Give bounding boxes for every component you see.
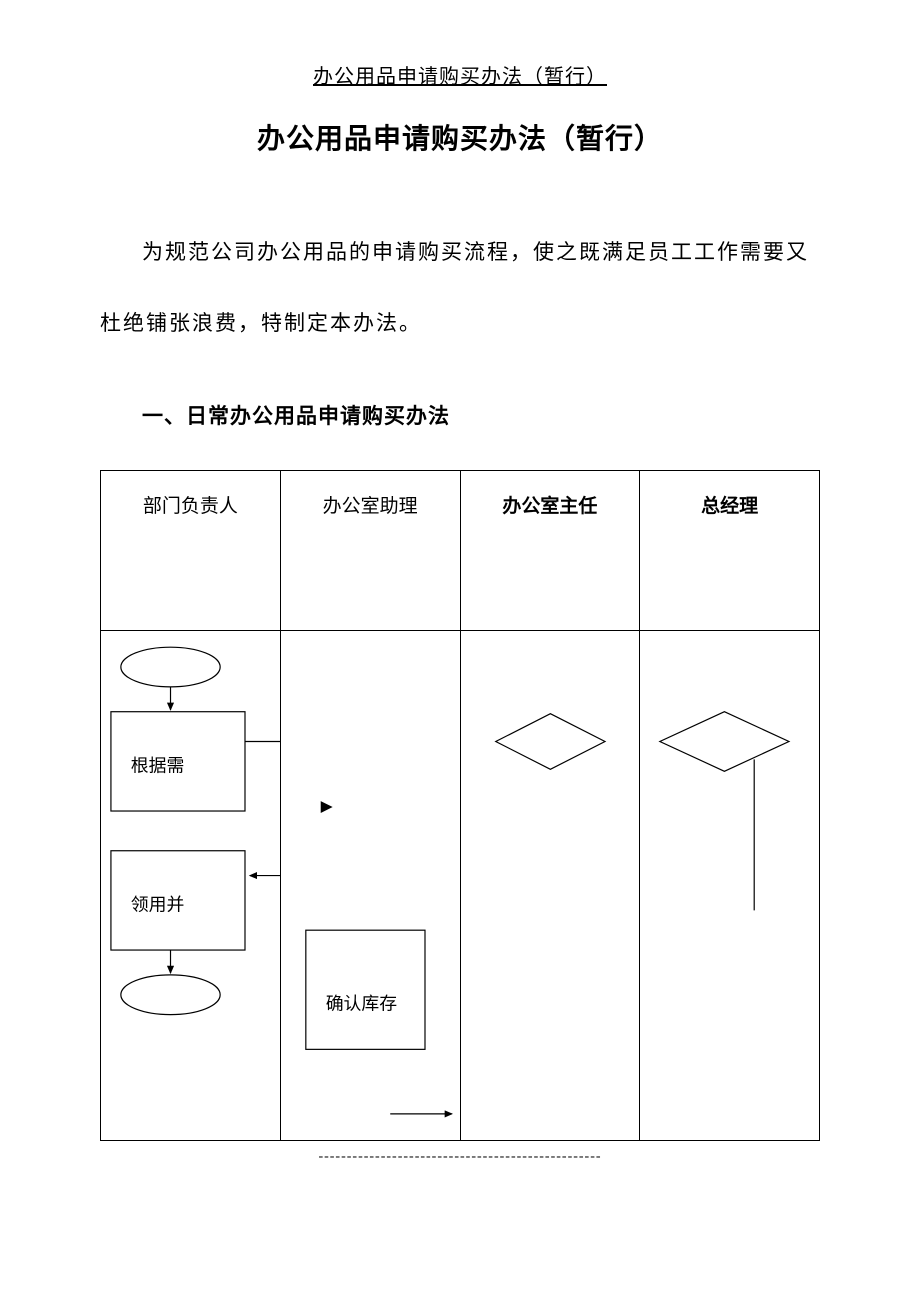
process-box-confirm-text: 确认库存 (325, 993, 397, 1013)
flowchart-table: 部门负责人 办公室助理 办公室主任 总经理 (100, 470, 820, 1141)
decision-diamond-1 (495, 713, 604, 769)
process-box-confirm (306, 930, 425, 1049)
start-terminator (121, 647, 220, 687)
end-terminator (121, 975, 220, 1015)
flow-cell-3 (460, 630, 640, 1140)
decision-diamond-2 (660, 711, 789, 771)
flow-col3-svg (461, 631, 640, 1140)
flow-col1-svg: 根据需 领用并 (101, 631, 280, 1140)
section-1-heading: 一、日常办公用品申请购买办法 (100, 400, 820, 430)
flow-cell-2: 确认库存 (280, 630, 460, 1140)
page-header: 办公用品申请购买办法（暂行） (100, 60, 820, 89)
column-header-2: 办公室助理 (280, 470, 460, 630)
process-box-2-text: 领用并 (131, 894, 185, 914)
flow-col4-svg (640, 631, 819, 1140)
column-header-1: 部门负责人 (101, 470, 281, 630)
column-header-3: 办公室主任 (460, 470, 640, 630)
footer-separator: ----------------------------------------… (100, 1149, 820, 1165)
column-header-4: 总经理 (640, 470, 820, 630)
document-title: 办公用品申请购买办法（暂行） (100, 117, 820, 157)
process-box-1-text: 根据需 (131, 755, 185, 775)
flow-cell-4 (640, 630, 820, 1140)
intro-paragraph: 为规范公司办公用品的申请购买流程，使之既满足员工工作需要又杜绝铺张浪费，特制定本… (100, 217, 820, 360)
flow-cell-1: 根据需 领用并 (101, 630, 281, 1140)
triangle-marker-icon (320, 801, 332, 813)
flow-col2-svg: 确认库存 (281, 631, 460, 1140)
